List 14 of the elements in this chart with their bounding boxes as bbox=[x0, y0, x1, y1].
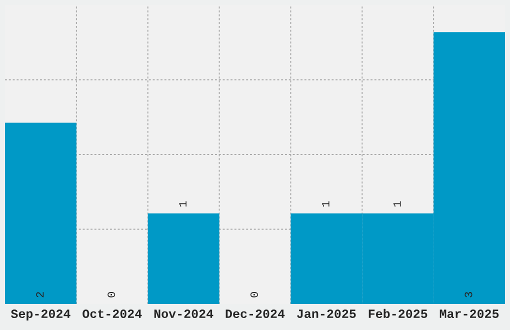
data-label: 1 bbox=[393, 201, 401, 207]
data-label: 1 bbox=[179, 201, 186, 207]
data-label: 0 bbox=[108, 292, 116, 298]
x-tick-label: Sep-2024 bbox=[10, 310, 70, 321]
x-tick-label: Nov-2024 bbox=[154, 310, 214, 318]
data-label: 2 bbox=[36, 292, 44, 298]
data-label: 0 bbox=[250, 292, 258, 298]
x-tick-label: Jan-2025 bbox=[297, 310, 356, 318]
x-tick-label: Oct-2024 bbox=[82, 310, 142, 318]
x-tick-label: Dec-2024 bbox=[226, 310, 285, 318]
data-label: 3 bbox=[464, 292, 472, 298]
x-tick-label: Feb-2025 bbox=[368, 308, 428, 318]
data-label: 1 bbox=[322, 201, 330, 207]
x-tick-label: Mar-2025 bbox=[440, 310, 499, 318]
